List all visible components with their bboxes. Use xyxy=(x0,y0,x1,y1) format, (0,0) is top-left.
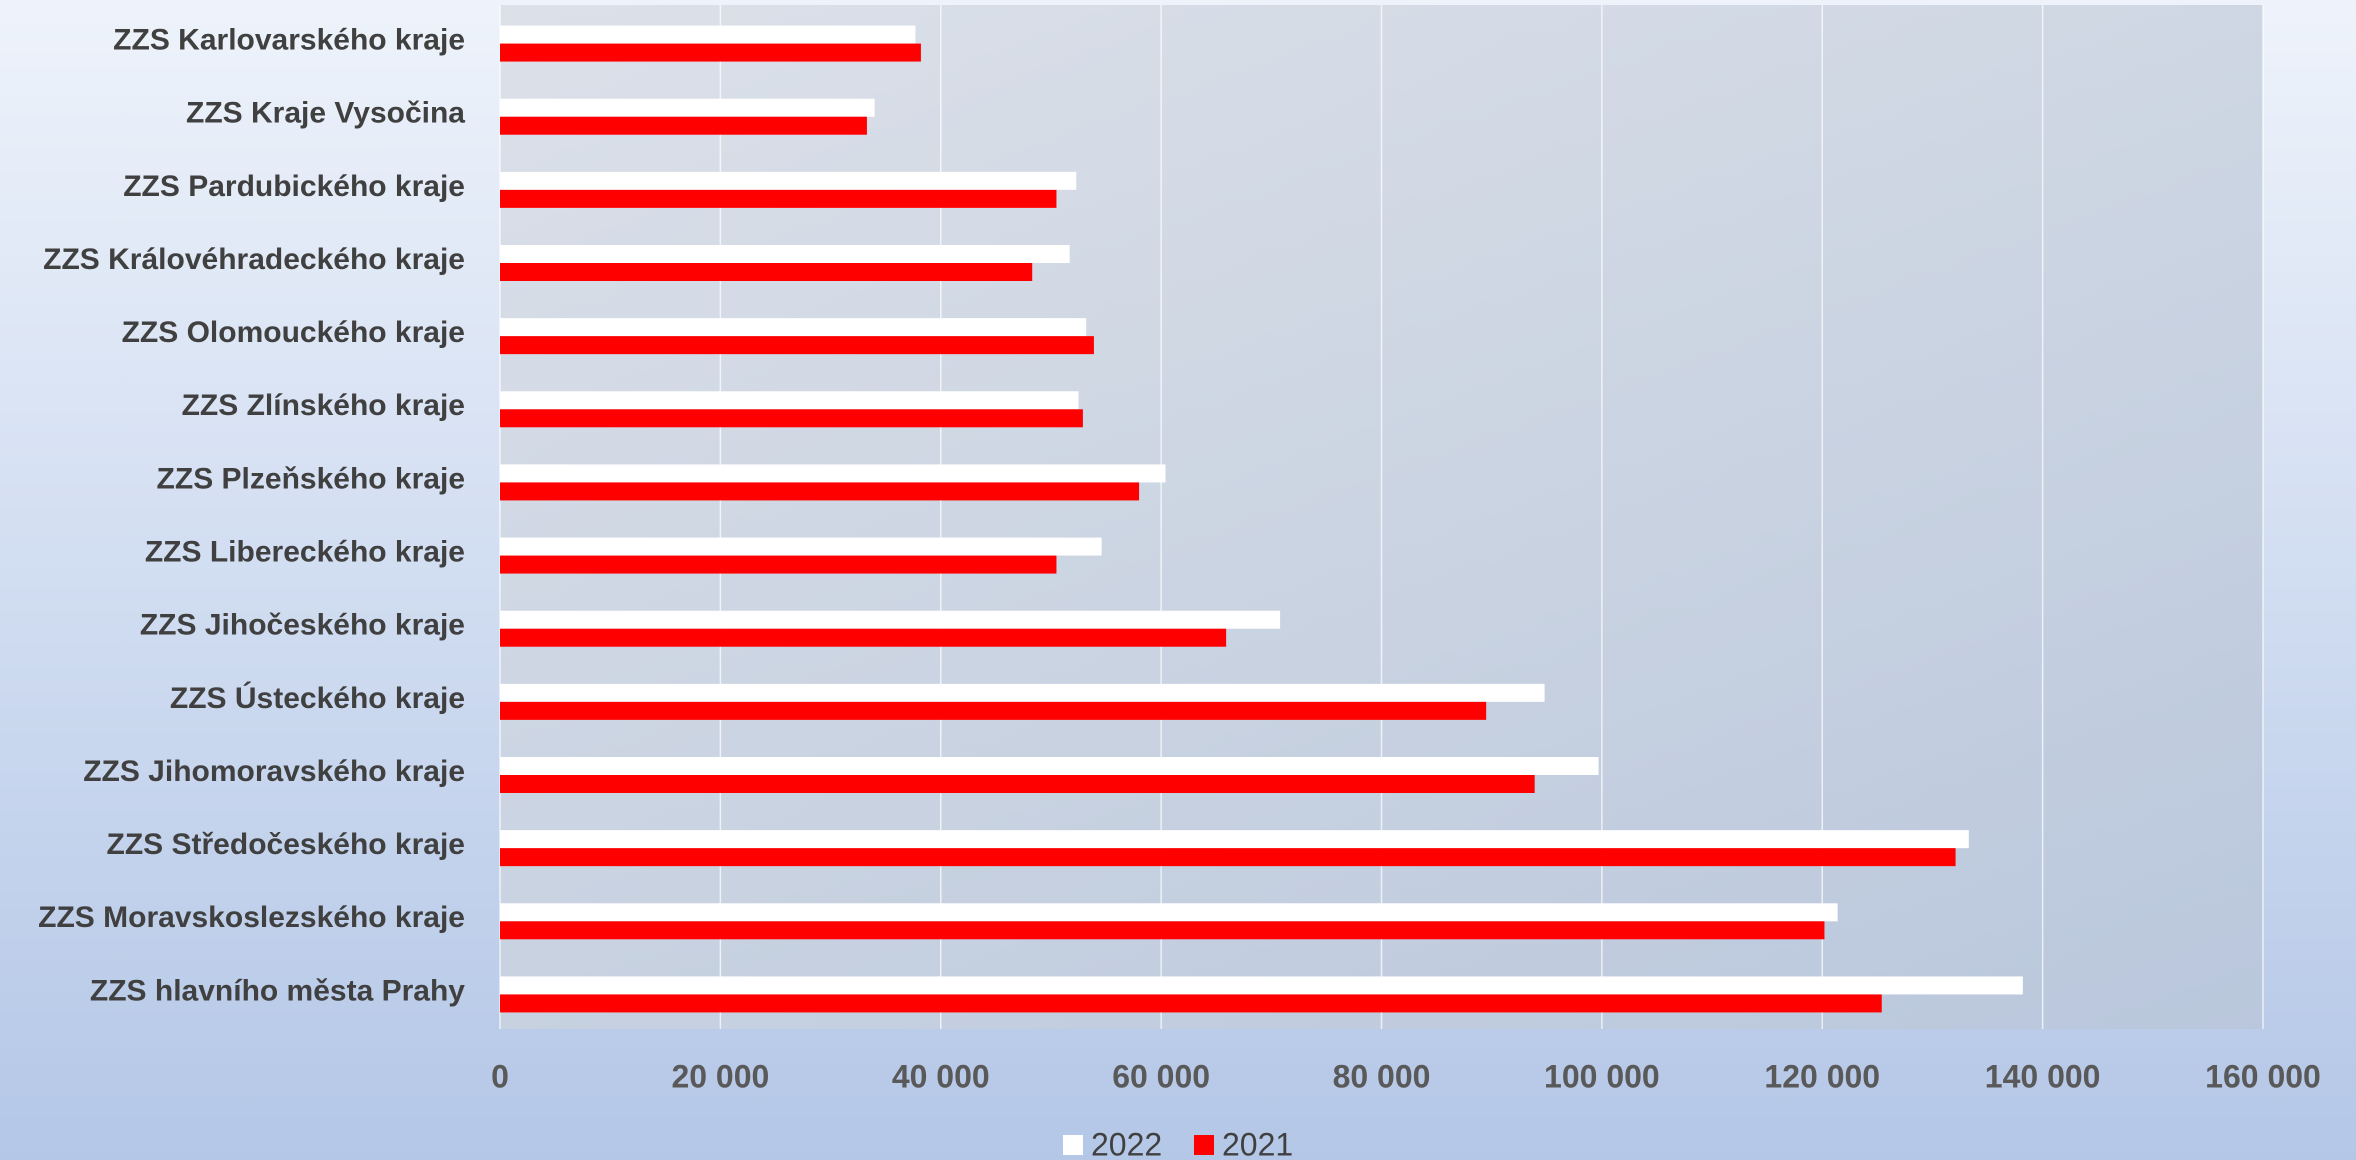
bar xyxy=(500,628,1227,647)
x-tick-label: 100 000 xyxy=(1544,1058,1660,1094)
bar xyxy=(500,25,916,44)
bar xyxy=(500,391,1079,410)
x-tick-label: 120 000 xyxy=(1764,1058,1880,1094)
y-tick-label: ZZS Pardubického kraje xyxy=(123,170,465,203)
bar xyxy=(500,921,1825,940)
bar xyxy=(500,555,1057,574)
bar xyxy=(500,683,1545,702)
y-tick-label: ZZS Zlínského kraje xyxy=(182,389,465,422)
bar xyxy=(500,701,1487,720)
bar xyxy=(500,409,1083,428)
x-tick-label: 80 000 xyxy=(1333,1058,1431,1094)
legend-label: 2021 xyxy=(1222,1126,1293,1160)
bar xyxy=(500,245,1070,263)
bar xyxy=(500,336,1094,355)
bar xyxy=(500,976,2023,995)
y-tick-label: ZZS Jihočeského kraje xyxy=(140,609,465,642)
x-tick-label: 160 000 xyxy=(2205,1058,2321,1094)
y-tick-label: ZZS Královéhradeckého kraje xyxy=(43,243,465,276)
bar xyxy=(500,994,1882,1013)
bar xyxy=(500,482,1140,501)
y-tick-label: ZZS Karlovarského kraje xyxy=(113,23,465,56)
y-tick-label: ZZS Moravskoslezského kraje xyxy=(38,901,465,934)
y-tick-label: ZZS Jihomoravského kraje xyxy=(83,755,465,788)
legend-label: 2022 xyxy=(1091,1126,1162,1160)
x-tick-label: 20 000 xyxy=(671,1058,769,1094)
legend-swatch xyxy=(1063,1135,1083,1155)
x-tick-label: 0 xyxy=(491,1058,509,1094)
bar xyxy=(500,98,875,117)
bar xyxy=(500,464,1166,483)
bar xyxy=(500,903,1838,922)
y-tick-label: ZZS hlavního města Prahy xyxy=(90,974,465,1007)
bar xyxy=(500,848,1956,867)
y-tick-label: ZZS Středočeského kraje xyxy=(107,828,465,861)
legend-swatch xyxy=(1194,1135,1214,1155)
bar xyxy=(500,775,1535,793)
y-tick-label: ZZS Kraje Vysočina xyxy=(186,97,465,130)
bar xyxy=(500,189,1057,208)
bar xyxy=(500,116,867,135)
bar xyxy=(500,318,1087,337)
bar xyxy=(500,537,1102,556)
y-tick-label: ZZS Plzeňského kraje xyxy=(157,462,465,495)
bar xyxy=(500,757,1599,775)
bar xyxy=(500,43,921,62)
bar xyxy=(500,830,1969,849)
x-tick-label: 140 000 xyxy=(1985,1058,2101,1094)
x-tick-label: 40 000 xyxy=(892,1058,990,1094)
y-tick-label: ZZS Libereckého kraje xyxy=(145,535,465,568)
bar xyxy=(500,610,1281,629)
y-tick-label: ZZS Olomouckého kraje xyxy=(122,316,465,349)
y-tick-label: ZZS Ústeckého kraje xyxy=(170,681,465,715)
bar xyxy=(500,263,1033,281)
bar xyxy=(500,171,1077,190)
x-tick-label: 60 000 xyxy=(1112,1058,1210,1094)
